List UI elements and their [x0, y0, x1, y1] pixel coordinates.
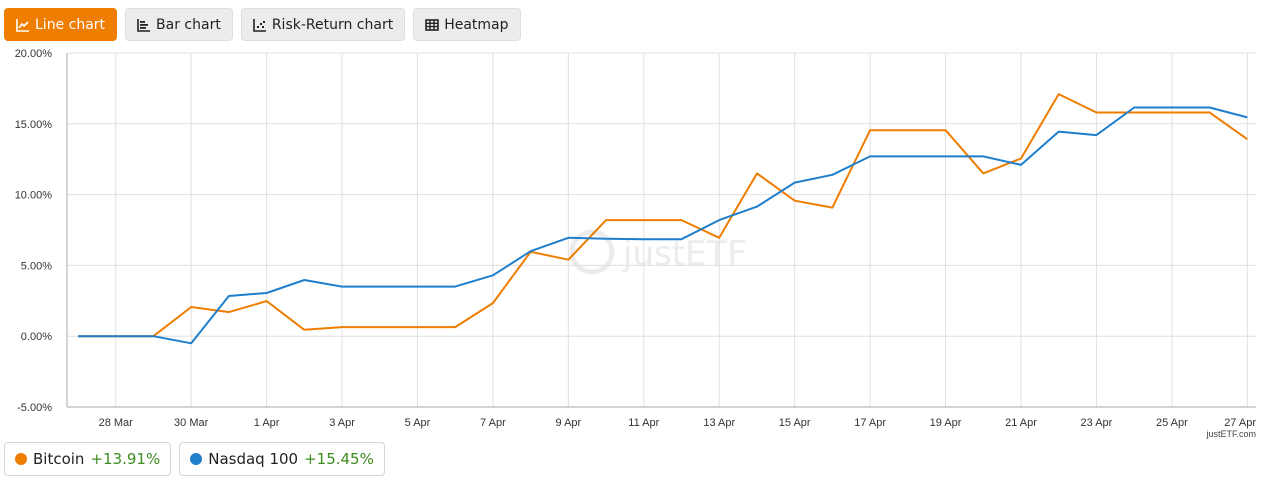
x-tick-label: 7 Apr: [480, 417, 506, 429]
x-tick-label: 3 Apr: [329, 417, 355, 429]
line-chart-icon: [16, 18, 30, 32]
watermark: justETF: [569, 229, 747, 275]
x-tick-label: 21 Apr: [1005, 417, 1037, 429]
x-tick-label: 30 Mar: [174, 417, 209, 429]
x-tick-label: 19 Apr: [930, 417, 962, 429]
chart-type-tabs: Line chart Bar chart Risk-Return chart Heat…: [4, 8, 521, 41]
tab-risk-return-chart[interactable]: Risk-Return chart: [240, 8, 406, 41]
line-chart: justETF 20.00% 15.00% 10.00% 5.00% 0.00% -5.00…: [15, 48, 1257, 439]
x-tick-label: 23 Apr: [1081, 417, 1113, 429]
x-tick-label: 27 Apr: [1224, 417, 1256, 429]
x-tick-label: 28 Mar: [99, 417, 134, 429]
x-tick-label: 25 Apr: [1156, 417, 1188, 429]
tab-line-chart[interactable]: Line chart: [4, 8, 118, 41]
credit-label: justETF.com: [1205, 429, 1256, 439]
y-tick-label: 0.00%: [21, 331, 52, 343]
y-tick-label: 15.00%: [15, 119, 53, 131]
legend-name: Nasdaq 100: [208, 450, 299, 468]
legend-dot-icon: [15, 453, 27, 465]
legend-item-nasdaq-100[interactable]: Nasdaq 100 +15.45%: [179, 442, 385, 476]
legend-dot-icon: [190, 453, 203, 465]
x-tick-label: 5 Apr: [405, 417, 431, 429]
tab-label: Line chart: [35, 16, 106, 33]
x-tick-label: 13 Apr: [703, 417, 735, 429]
series-line-nasdaq-100[interactable]: [78, 106, 1248, 345]
legend-item-bitcoin[interactable]: Bitcoin +13.91%: [4, 442, 172, 476]
scatter-chart-icon: [253, 18, 267, 32]
x-tick-label: 15 Apr: [779, 417, 811, 429]
tab-bar-chart[interactable]: Bar chart: [125, 8, 233, 41]
x-tick-label: 9 Apr: [556, 417, 582, 429]
x-tick-label: 11 Apr: [628, 417, 659, 429]
legend-performance: +13.91%: [90, 450, 161, 468]
y-tick-label: 5.00%: [21, 260, 52, 272]
x-tick-label: 1 Apr: [254, 417, 280, 429]
y-tick-label: 20.00%: [15, 48, 53, 60]
grid-icon: [425, 18, 440, 32]
bar-chart-icon: [137, 18, 151, 32]
tab-label: Risk-Return chart: [271, 16, 394, 33]
y-tick-label: -5.00%: [17, 402, 52, 414]
legend-performance: +15.45%: [304, 450, 374, 468]
tab-label: Heatmap: [444, 16, 509, 33]
tab-label: Bar chart: [156, 16, 221, 33]
legend: Bitcoin +13.91% Nasdaq 100 +15.45%: [4, 442, 385, 476]
y-tick-label: 10.00%: [15, 190, 53, 202]
series-line-bitcoin[interactable]: [78, 93, 1248, 338]
x-tick-label: 17 Apr: [854, 417, 886, 429]
tab-heatmap[interactable]: Heatmap: [413, 8, 521, 41]
legend-name: Bitcoin: [33, 450, 85, 468]
svg-text:justETF: justETF: [622, 234, 747, 274]
